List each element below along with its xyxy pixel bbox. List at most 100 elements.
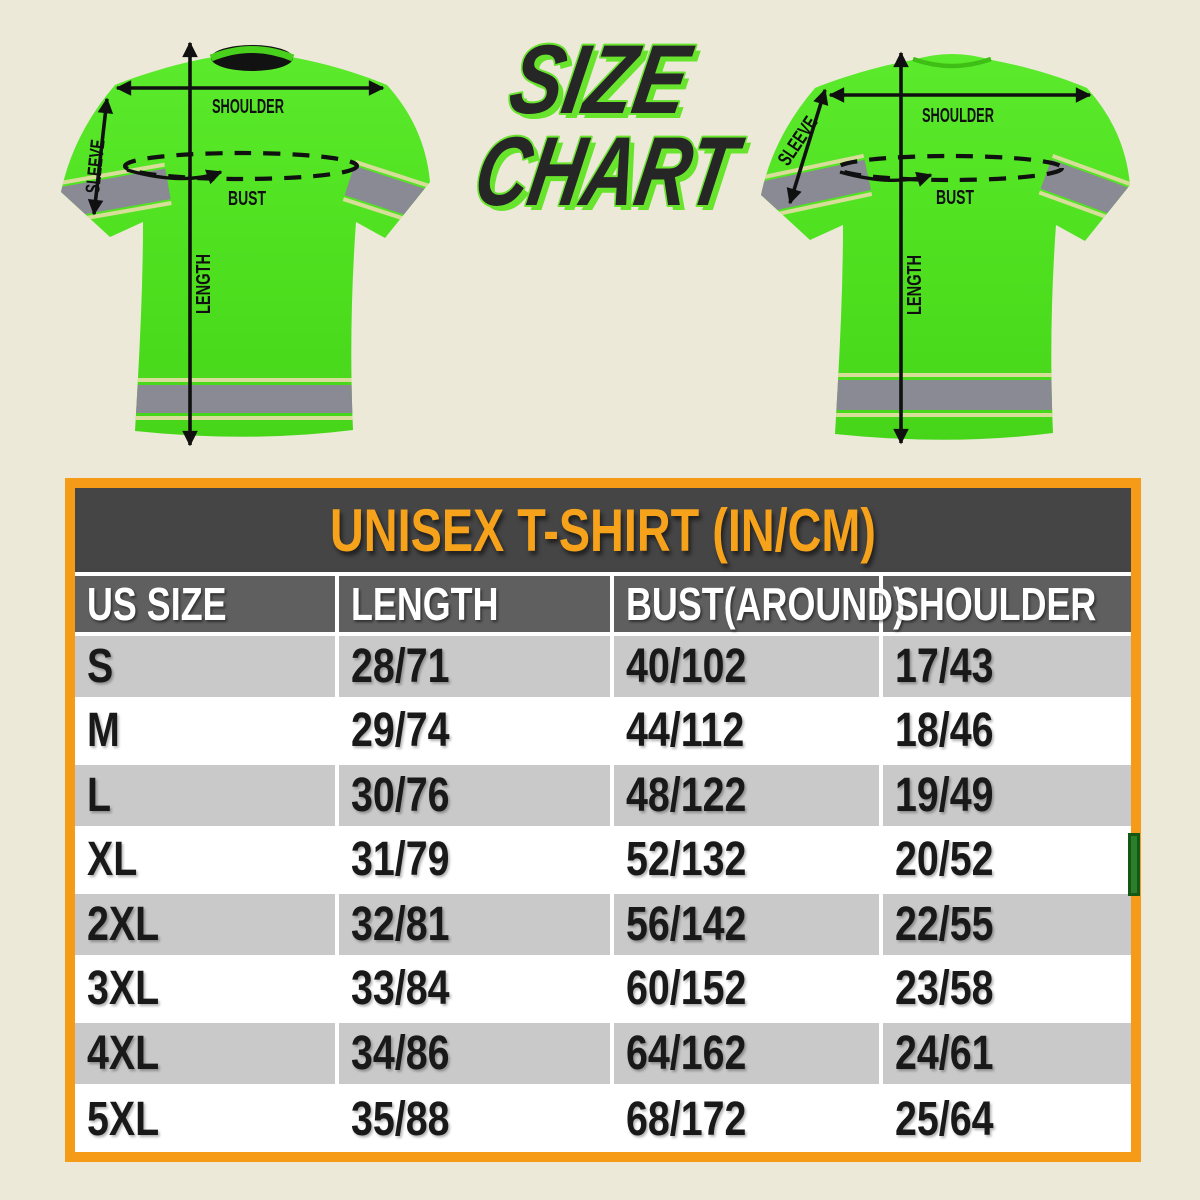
shoulder-label: SHOULDER [922,105,994,127]
table-cell: 44/112 [613,700,883,765]
cell-text: 64/162 [625,1026,746,1080]
cell-text: 48/122 [625,768,746,822]
table-cell: XL [75,829,339,894]
cell-text: 18/46 [894,704,994,758]
table-cell: 56/142 [613,894,883,959]
table-row-3xl: 3XL 33/84 60/152 23/58 [75,958,1131,1023]
table-row-xl: XL 31/79 52/132 20/52 [75,829,1131,894]
table-cell: 60/152 [613,958,883,1023]
cell-text: 28/71 [351,639,450,693]
table-row-s: S 28/71 40/102 17/43 [75,636,1131,701]
table-title-text: UNISEX T-SHIRT (IN/CM) [330,496,876,564]
cell-text: 4XL [87,1026,160,1080]
table-cell: 3XL [75,958,339,1023]
tshirt-front-diagram: LENGTH SHOULDER SLEEVE BUST [61,41,430,447]
column-header-text: SHOULDER [894,578,1097,630]
cell-text: 33/84 [351,962,450,1016]
cell-text: 32/81 [351,897,450,951]
page-title: SIZE SIZE CHART CHART [465,23,755,218]
cell-text: 2XL [87,897,160,951]
table-cell: 68/172 [613,1087,883,1152]
table-cell: 19/49 [882,765,1131,830]
table-cell: 33/84 [339,958,614,1023]
column-header-length: LENGTH [339,572,614,636]
bust-arrow [839,170,933,187]
cell-text: S [87,639,114,693]
shirt-front-body [61,51,430,437]
table-cell: 40/102 [613,636,883,701]
title-line-2: CHART [467,117,750,218]
size-table: UNISEX T-SHIRT (IN/CM) US SIZE LENGTH BU… [65,478,1141,1162]
column-header-text: LENGTH [351,578,499,630]
cell-text: 60/152 [625,962,746,1016]
bust-dashed-ellipse [122,150,360,182]
table-cell: 24/61 [882,1023,1131,1088]
column-header-text: US SIZE [87,578,227,630]
shirt-back-body [761,54,1130,440]
cell-text: 40/102 [625,639,746,693]
hem-stripe [125,378,370,420]
table-cell: 17/43 [882,636,1131,701]
table-cell: 29/74 [339,700,614,765]
sleeve-arrow [87,97,114,216]
table-row-5xl: 5XL 35/88 68/172 25/64 [75,1087,1131,1152]
bust-arrow [126,168,223,185]
shoulder-label: SHOULDER [212,96,284,118]
column-header-us-size: US SIZE [75,572,339,636]
back-collar-seam [912,56,992,69]
table-cell: 30/76 [339,765,614,830]
table-row-2xl: 2XL 32/81 56/142 22/55 [75,894,1131,959]
cell-text: 31/79 [351,833,450,887]
column-header-text: BUST(AROUND) [625,578,905,630]
cell-text: 68/172 [625,1093,746,1147]
table-cell: 4XL [75,1023,339,1088]
cell-text: 24/61 [894,1026,994,1080]
cell-text: 3XL [87,962,160,1016]
bust-label: BUST [228,188,266,210]
table-cell: 31/79 [339,829,614,894]
cell-text: 23/58 [894,962,994,1016]
cell-text: 17/43 [894,639,994,693]
table-cell: 5XL [75,1087,339,1152]
header-row: US SIZE LENGTH BUST(AROUND) SHOULDER [75,572,1131,636]
front-collar-rib [209,46,295,62]
bust-dashed-ellipse [835,153,1065,183]
column-header-bust: BUST(AROUND) [613,572,905,636]
cell-text: L [87,768,112,822]
title-line-1-shadow: SIZE [507,30,705,139]
table-cell: 34/86 [339,1023,614,1088]
table-cell: 18/46 [882,700,1131,765]
table-cell: 52/132 [613,829,883,894]
table-cell: 48/122 [613,765,883,830]
bust-label: BUST [936,187,974,209]
green-border-artifact [1128,833,1140,896]
table-cell: 64/162 [613,1023,883,1088]
table-row-m: M 29/74 44/112 18/46 [75,700,1131,765]
size-table-grid: US SIZE LENGTH BUST(AROUND) SHOULDER S 2… [75,572,1131,1152]
cell-text: M [87,704,120,758]
cell-text: 35/88 [351,1093,450,1147]
cell-text: 44/112 [625,704,744,758]
table-cell: 28/71 [339,636,614,701]
cell-text: 30/76 [351,768,450,822]
table-cell: 20/52 [882,829,1131,894]
table-cell: 22/55 [882,894,1131,959]
column-header-shoulder: SHOULDER [882,572,1131,636]
table-cell: S [75,636,339,701]
cell-text: 34/86 [351,1026,450,1080]
cell-text: 20/52 [894,833,994,887]
title-line-2-shadow: CHART [472,122,755,218]
title-line-1: SIZE [502,25,700,134]
table-cell: 23/58 [882,958,1131,1023]
table-cell: 25/64 [882,1087,1131,1152]
hem-stripe [825,373,1070,417]
size-table-inner: UNISEX T-SHIRT (IN/CM) US SIZE LENGTH BU… [75,488,1131,1152]
cell-text: 56/142 [625,897,746,951]
cell-text: 29/74 [351,704,450,758]
table-cell: 2XL [75,894,339,959]
cell-text: 52/132 [625,833,746,887]
cell-text: 5XL [87,1093,160,1147]
table-cell: 32/81 [339,894,614,959]
table-cell: M [75,700,339,765]
